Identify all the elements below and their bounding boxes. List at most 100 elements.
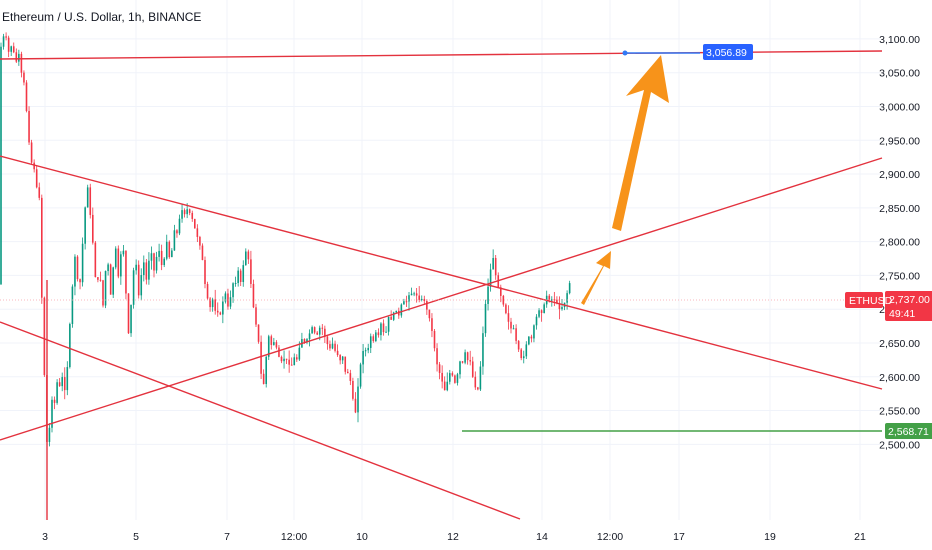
- candle-body: [117, 248, 120, 277]
- candle-body: [308, 333, 311, 340]
- candle-body: [303, 339, 306, 343]
- candle-body: [267, 336, 270, 357]
- x-tick-label: 14: [536, 531, 548, 543]
- candle-body: [204, 260, 206, 285]
- candle-body: [331, 343, 334, 349]
- x-tick-label: 10: [356, 531, 368, 543]
- candle-body: [196, 228, 199, 237]
- x-tick-label: 12:00: [597, 531, 623, 543]
- candle-body: [423, 298, 426, 301]
- candle-body: [296, 357, 298, 360]
- candle-body: [48, 427, 51, 442]
- y-tick-label: 3,000.00: [879, 101, 920, 113]
- candle-body: [153, 253, 155, 271]
- candle-body: [288, 359, 290, 365]
- candle-body: [561, 307, 563, 310]
- candle-body: [275, 342, 278, 348]
- y-tick-label: 2,600.00: [879, 372, 920, 384]
- candle-body: [285, 358, 288, 360]
- candle-body: [81, 243, 84, 283]
- candle-body: [5, 36, 7, 38]
- candle-body: [97, 277, 99, 280]
- candle-body: [191, 212, 194, 219]
- candle-body: [125, 250, 127, 294]
- candle-body: [311, 327, 313, 334]
- descending-trendline-upper: [0, 155, 883, 390]
- candle-body: [61, 377, 63, 387]
- candle-body: [140, 275, 143, 296]
- candle-body: [487, 286, 489, 304]
- candle-body: [431, 318, 433, 331]
- candle-body: [436, 348, 438, 365]
- candle-body: [426, 300, 428, 310]
- candle-body: [158, 250, 160, 257]
- candle-body: [112, 267, 114, 295]
- candle-body: [242, 265, 245, 282]
- candle-body: [76, 256, 79, 280]
- candle-body: [229, 297, 232, 307]
- candle-body: [392, 312, 395, 320]
- candle-body: [558, 303, 561, 310]
- candle-body: [109, 264, 112, 295]
- candle-body: [324, 328, 326, 337]
- candle-body: [232, 283, 234, 298]
- candle-body: [206, 284, 209, 299]
- drawing-layer[interactable]: [0, 50, 883, 521]
- candle-body: [178, 218, 181, 234]
- candle-body: [51, 399, 53, 428]
- candle-body: [183, 210, 186, 215]
- candle-body: [176, 230, 178, 234]
- candle-body: [86, 187, 89, 208]
- candle-body: [273, 342, 275, 345]
- candle-body: [278, 347, 280, 357]
- symbol-tag-bg: [845, 292, 883, 308]
- chart-title: Ethereum / U.S. Dollar, 1h, BINANCE: [2, 10, 202, 24]
- candle-body: [270, 336, 273, 345]
- target-price-tag-bg: [703, 44, 753, 60]
- candle-body: [216, 310, 219, 313]
- candle-body: [474, 376, 477, 388]
- candle-body: [33, 162, 35, 170]
- candle-body: [58, 382, 61, 387]
- candle-body: [359, 364, 362, 387]
- candle-body: [515, 328, 517, 341]
- candle-body: [405, 301, 408, 303]
- candle-body: [127, 293, 130, 334]
- candle-body: [92, 214, 94, 243]
- candle-body: [510, 321, 512, 329]
- candle-body: [382, 323, 385, 333]
- target-marker-dot: [622, 50, 628, 56]
- candle-body: [451, 373, 454, 376]
- candle-body: [318, 327, 321, 335]
- candle-body: [471, 361, 474, 377]
- candle-body: [428, 309, 431, 319]
- candle-body: [168, 241, 171, 258]
- candle-body: [387, 316, 390, 332]
- candle-body: [257, 324, 260, 342]
- candle-body: [403, 301, 405, 305]
- candle-body: [28, 110, 30, 143]
- candle-body: [344, 356, 347, 372]
- candle-body: [482, 333, 484, 367]
- candle-body: [280, 356, 283, 362]
- candle-body: [43, 297, 46, 376]
- candle-body: [321, 327, 324, 329]
- candle-body: [25, 82, 28, 111]
- candle-body: [377, 332, 380, 336]
- candle-body: [469, 360, 471, 362]
- candle-body: [380, 323, 382, 336]
- candle-body: [181, 210, 183, 219]
- x-tick-label: 21: [854, 531, 866, 543]
- y-tick-label: 2,750.00: [879, 270, 920, 282]
- y-tick-label: 2,800.00: [879, 237, 920, 249]
- gridlines: [0, 0, 880, 520]
- candle-body: [528, 336, 530, 345]
- candle-body: [89, 187, 92, 215]
- x-tick-label: 5: [133, 531, 139, 543]
- candle-body: [12, 46, 15, 53]
- candle-body: [160, 250, 163, 266]
- candle-body: [171, 250, 173, 258]
- candle-body: [507, 313, 510, 322]
- candle-body: [165, 241, 168, 259]
